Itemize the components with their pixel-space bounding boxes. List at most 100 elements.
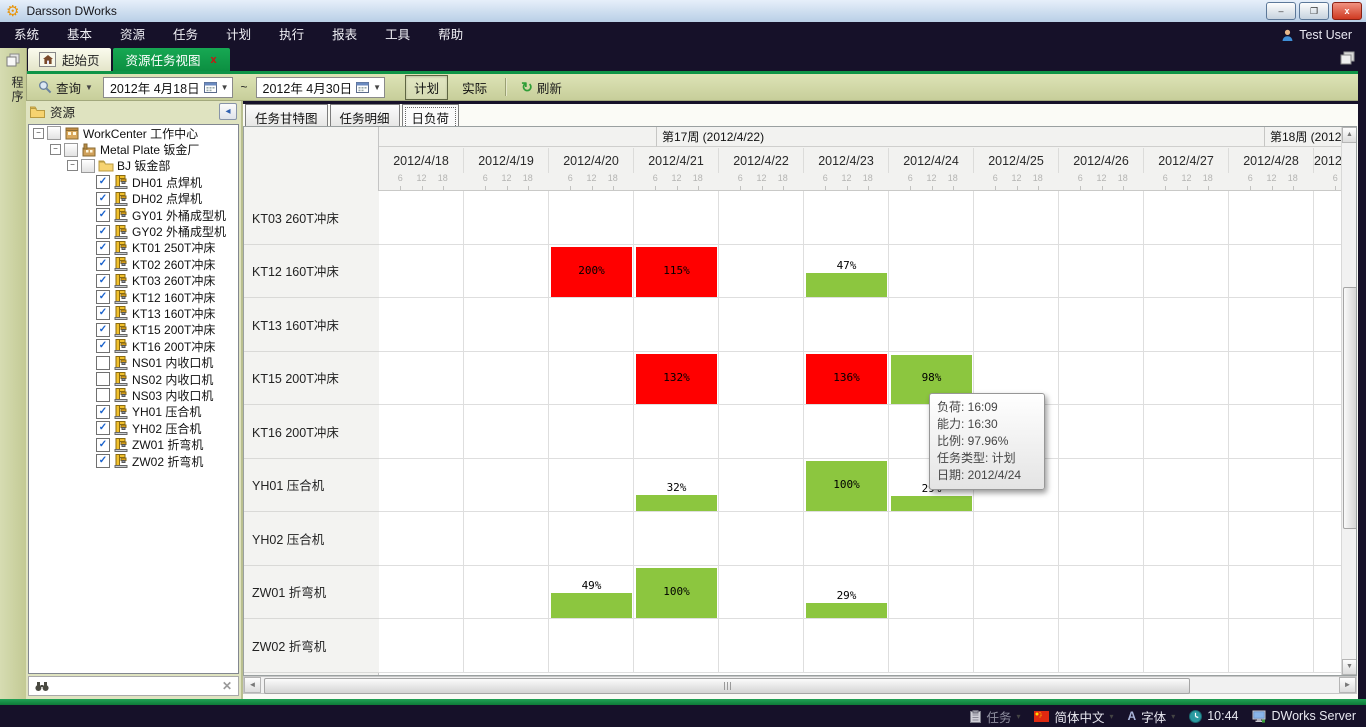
status-language[interactable]: 简体中文 ▾ — [1034, 707, 1114, 726]
tree-item[interactable]: ✓ DH02 点焊机 — [29, 191, 238, 207]
tree-item[interactable]: ✓ KT15 200T冲床 — [29, 322, 238, 338]
tree-checkbox[interactable] — [64, 142, 78, 157]
tree-item[interactable]: − WorkCenter 工作中心 — [29, 125, 238, 141]
tree-checkbox[interactable]: ✓ — [96, 175, 110, 190]
chevron-down-icon[interactable]: ▼ — [373, 82, 382, 92]
tree-expander-icon[interactable]: − — [50, 144, 61, 156]
tree-item[interactable]: ✓ YH02 压合机 — [29, 420, 238, 436]
tree-checkbox[interactable]: ✓ — [96, 191, 110, 206]
menu-item[interactable]: 计划 — [226, 28, 252, 42]
actual-toggle-button[interactable]: 实际 — [462, 81, 488, 96]
tree-checkbox[interactable]: ✓ — [96, 454, 110, 468]
tree-checkbox[interactable] — [96, 372, 110, 387]
tree-item[interactable]: NS03 内收口机 — [29, 387, 238, 403]
close-button[interactable]: x — [1332, 2, 1362, 20]
tree-checkbox[interactable]: ✓ — [96, 421, 110, 436]
tree-item[interactable]: − Metal Plate 钣金厂 — [29, 141, 238, 157]
tree-checkbox[interactable] — [47, 126, 61, 141]
tab-close-icon[interactable]: x — [210, 53, 217, 66]
menu-item[interactable]: 帮助 — [438, 28, 464, 42]
tree-checkbox[interactable] — [96, 388, 110, 403]
status-task[interactable]: 任务 ▾ — [970, 707, 1020, 726]
menu-item[interactable]: 工具 — [385, 28, 411, 42]
load-cell[interactable] — [636, 353, 717, 404]
query-button[interactable]: 查询 ▼ — [34, 76, 97, 99]
load-cell[interactable] — [636, 567, 717, 618]
tree-item[interactable]: ✓ GY01 外桶成型机 — [29, 207, 238, 223]
minimize-button[interactable]: – — [1266, 2, 1296, 20]
refresh-button[interactable]: ↻ 刷新 — [517, 76, 566, 99]
menu-item[interactable]: 基本 — [67, 28, 93, 42]
collapse-panel-button[interactable]: ◂ — [219, 103, 237, 120]
load-cell[interactable] — [891, 496, 972, 511]
clear-search-icon[interactable]: ✕ — [221, 679, 232, 693]
vscroll-thumb[interactable] — [1343, 287, 1356, 529]
tab-home[interactable]: 起始页 — [28, 48, 111, 71]
load-cell[interactable] — [806, 273, 887, 297]
scroll-up-icon[interactable]: ▲ — [1342, 127, 1356, 143]
tree-checkbox[interactable]: ✓ — [96, 404, 110, 419]
tree-checkbox[interactable]: ✓ — [96, 224, 110, 239]
chevron-down-icon[interactable]: ▼ — [220, 82, 229, 92]
status-font[interactable]: A 字体 ▾ — [1128, 707, 1176, 726]
scroll-right-icon[interactable]: ► — [1339, 677, 1356, 693]
date-from-field[interactable]: 2012年 4月18日 ▼ — [102, 76, 233, 98]
tree-search-bar[interactable]: ✕ — [28, 676, 239, 696]
user-box[interactable]: Test User — [1281, 22, 1352, 48]
plan-toggle-button[interactable]: 计划 — [405, 74, 449, 100]
hour-tick-label: 18 — [1287, 173, 1298, 183]
tree-item[interactable]: ✓ GY02 外桶成型机 — [29, 223, 238, 239]
load-cell[interactable] — [806, 603, 887, 618]
calendar-icon[interactable] — [356, 81, 370, 93]
tree-item[interactable]: ✓ KT03 260T冲床 — [29, 273, 238, 289]
tree-item[interactable]: ✓ KT01 250T冲床 — [29, 240, 238, 256]
tree-item[interactable]: ✓ KT16 200T冲床 — [29, 338, 238, 354]
tree-expander-icon[interactable]: − — [67, 160, 78, 172]
tab-resource-task-view[interactable]: 资源任务视图 x — [112, 48, 230, 71]
program-side-strip[interactable]: 程序 — [0, 48, 27, 699]
scroll-left-icon[interactable]: ◄ — [244, 677, 261, 693]
load-cell[interactable] — [551, 246, 632, 297]
menu-item[interactable]: 系统 — [14, 28, 40, 42]
tree-checkbox[interactable]: ✓ — [96, 257, 110, 272]
tree-item[interactable]: ✓ KT02 260T冲床 — [29, 256, 238, 272]
horizontal-scrollbar[interactable]: ◄ ► — [243, 676, 1357, 694]
tree-item[interactable]: ✓ KT12 160T冲床 — [29, 289, 238, 305]
tree-checkbox[interactable] — [96, 355, 110, 370]
tree-item[interactable]: NS02 内收口机 — [29, 371, 238, 387]
scroll-down-icon[interactable]: ▼ — [1342, 659, 1356, 675]
window-list-right-icon[interactable] — [1338, 51, 1356, 66]
tree-checkbox[interactable]: ✓ — [96, 240, 110, 255]
tree-checkbox[interactable]: ✓ — [96, 290, 110, 305]
load-cell[interactable] — [806, 353, 887, 404]
tree-expander-icon[interactable]: − — [33, 127, 44, 139]
tree-item[interactable]: ✓ ZW02 折弯机 — [29, 453, 238, 469]
tree-item[interactable]: ✓ ZW01 折弯机 — [29, 436, 238, 452]
tree-checkbox[interactable]: ✓ — [96, 208, 110, 223]
hour-tick-label: 12 — [841, 173, 852, 183]
tree-checkbox[interactable]: ✓ — [96, 273, 110, 288]
load-cell[interactable] — [551, 593, 632, 618]
date-to-field[interactable]: 2012年 4月30日 ▼ — [255, 76, 386, 98]
load-cell[interactable] — [806, 460, 887, 511]
tree-item[interactable]: NS01 内收口机 — [29, 354, 238, 370]
vertical-scrollbar[interactable]: ▲ ▼ — [1341, 127, 1356, 675]
menu-item[interactable]: 任务 — [173, 28, 199, 42]
restore-button[interactable]: ❐ — [1299, 2, 1329, 20]
tree-item[interactable]: − BJ 钣金部 — [29, 158, 238, 174]
load-cell[interactable] — [636, 246, 717, 297]
tree-checkbox[interactable]: ✓ — [96, 306, 110, 321]
menu-item[interactable]: 执行 — [279, 28, 305, 42]
hscroll-thumb[interactable] — [264, 678, 1190, 694]
tree-item[interactable]: ✓ DH01 点焊机 — [29, 174, 238, 190]
menu-item[interactable]: 报表 — [332, 28, 358, 42]
tree-checkbox[interactable]: ✓ — [96, 322, 110, 337]
tree-item[interactable]: ✓ KT13 160T冲床 — [29, 305, 238, 321]
load-cell[interactable] — [636, 494, 717, 511]
tree-checkbox[interactable]: ✓ — [96, 339, 110, 354]
tree-item[interactable]: ✓ YH01 压合机 — [29, 404, 238, 420]
tree-checkbox[interactable]: ✓ — [96, 437, 110, 452]
tree-checkbox[interactable] — [81, 158, 95, 173]
menu-item[interactable]: 资源 — [120, 28, 146, 42]
calendar-icon[interactable] — [203, 81, 217, 93]
